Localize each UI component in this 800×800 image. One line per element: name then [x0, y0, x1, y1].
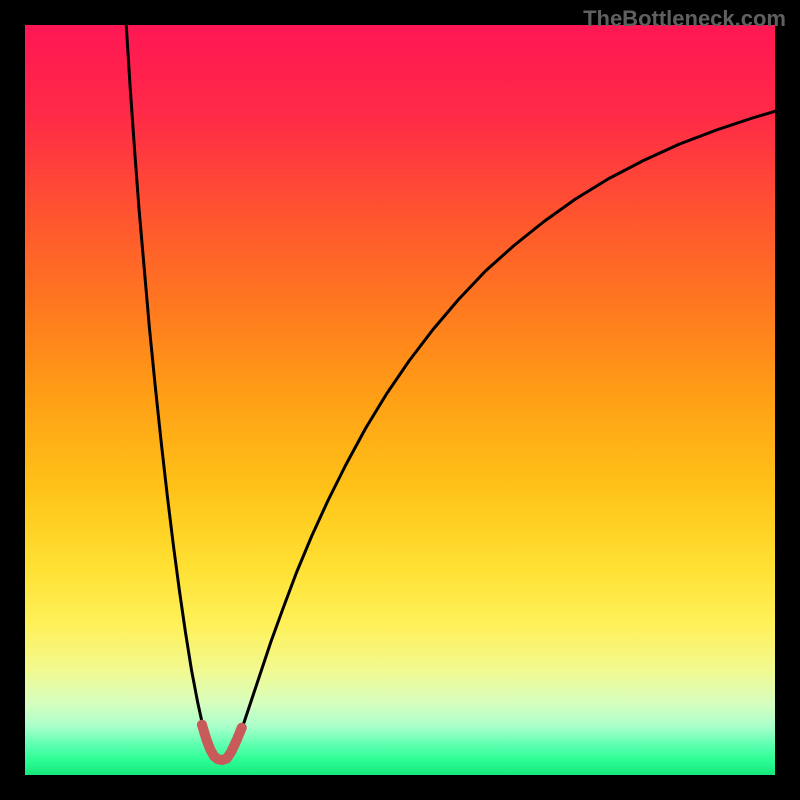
- plot-area: [25, 25, 775, 775]
- gradient-background: [25, 25, 775, 775]
- dip-end-marker-left: [197, 720, 207, 730]
- bottleneck-curve-chart: [25, 25, 775, 775]
- dip-end-marker-right: [237, 723, 247, 733]
- chart-root: TheBottleneck.com: [0, 0, 800, 800]
- watermark-text: TheBottleneck.com: [583, 6, 786, 32]
